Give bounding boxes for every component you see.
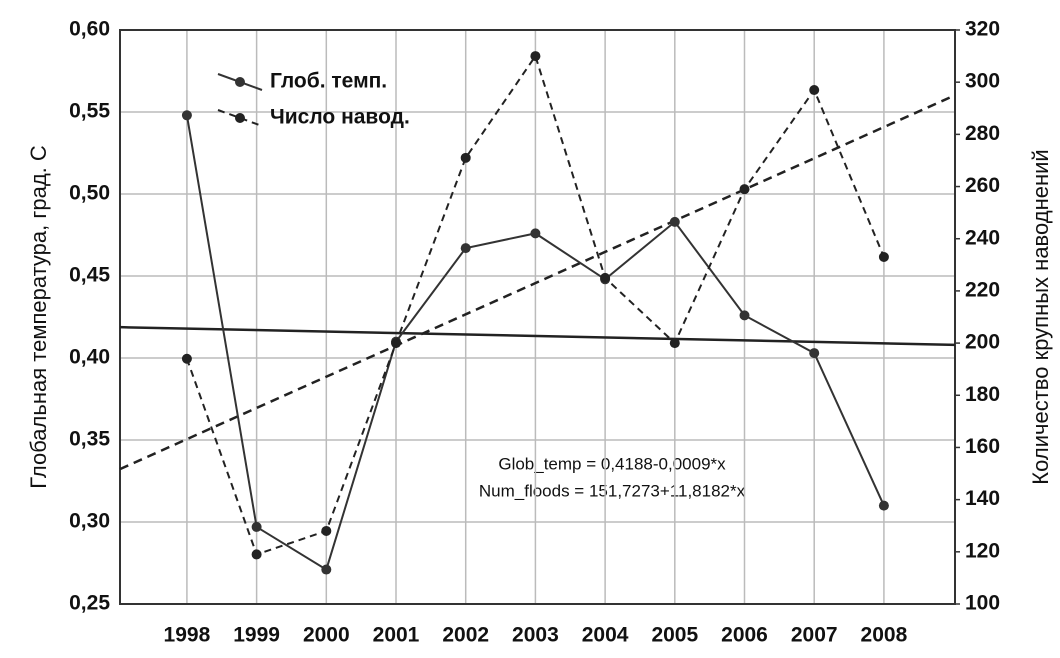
data-point [321,564,332,575]
x-tick-label: 2000 [303,624,350,647]
data-point [878,251,889,262]
x-tick-label: 2007 [791,624,838,647]
data-point [878,500,889,511]
x-tick-label: 1998 [164,624,211,647]
legend-marker [235,113,245,123]
y-tick-label: 0,40 [69,346,110,369]
y2-tick-label: 300 [965,70,1000,93]
annotation: Num_floods = 151,7273+11,8182*x [479,481,746,500]
y-tick-label: 0,50 [69,182,110,205]
trend-line [119,94,956,471]
x-tick-label: 2002 [442,624,489,647]
legend-label: Число навод. [270,106,410,129]
y2-tick-label: 180 [965,383,1000,406]
y2-tick-label: 100 [965,592,1000,615]
y2-tick-label: 220 [965,278,1000,301]
data-point [600,272,611,283]
x-tick-label: 2004 [582,624,629,647]
x-tick-label: 1999 [233,624,280,647]
y-tick-label: 0,45 [69,264,110,287]
trend-line [119,325,956,347]
data-point [669,216,680,227]
x-tick-label: 2001 [373,624,420,647]
x-tick-label: 2003 [512,624,559,647]
data-point [460,152,471,163]
y-tick-label: 0,60 [69,18,110,41]
legend-swatch [217,109,263,127]
y2-tick-label: 200 [965,331,1000,354]
y-tick-label: 0,35 [69,428,110,451]
data-point [809,348,820,359]
x-tick-label: 2006 [721,624,768,647]
data-point [181,353,192,364]
x-tick-label: 2008 [861,624,908,647]
y2-tick-label: 160 [965,435,1000,458]
series-line [185,53,885,556]
x-tick-label: 2005 [651,624,698,647]
y2-tick-label: 280 [965,122,1000,145]
data-point [530,228,541,239]
data-point [181,110,192,121]
data-point [251,521,262,532]
data-point [739,310,750,321]
y2-tick-label: 260 [965,174,1000,197]
legend-marker [235,77,245,87]
y2-tick-label: 240 [965,226,1000,249]
data-point [739,184,750,195]
y2-tick-label: 120 [965,539,1000,562]
data-point [251,549,262,560]
y-tick-label: 0,30 [69,510,110,533]
y-axis-label: Глобальная температура, град. С [26,145,51,489]
data-point [391,338,402,349]
annotation: Glob_temp = 0,4188-0,0009*x [498,454,726,473]
y2-tick-label: 320 [965,18,1000,41]
y-tick-label: 0,55 [69,100,110,123]
y-tick-label: 0,25 [69,592,110,615]
data-point [460,243,471,254]
y2-axis-label: Количество крупных наводнений [1028,149,1053,484]
data-point [669,338,680,349]
data-point [530,51,541,62]
plot-frame [119,29,956,605]
data-point [809,85,820,96]
y2-tick-label: 140 [965,487,1000,510]
legend-label: Глоб. темп. [270,70,387,93]
data-point [321,525,332,536]
